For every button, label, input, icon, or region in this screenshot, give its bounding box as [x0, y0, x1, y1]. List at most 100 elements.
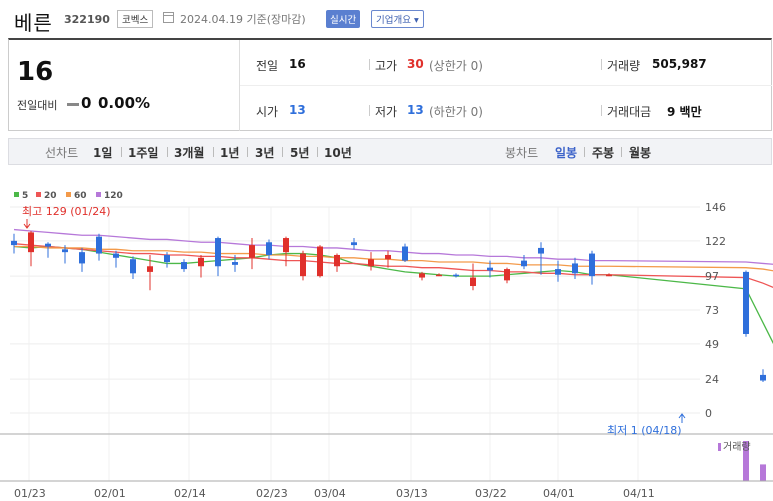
legend-swatch-60	[66, 192, 71, 197]
lower-limit-count: (하한가 0)	[429, 105, 483, 119]
candle-body	[606, 274, 612, 277]
separator	[369, 105, 370, 116]
separator	[601, 105, 602, 116]
moving-average-lines	[13, 228, 773, 345]
chart-legend: 5 20 60 120	[14, 191, 123, 201]
separator	[317, 147, 318, 157]
divider	[240, 85, 772, 86]
candle-body	[402, 246, 408, 261]
change-percent: 0.00%	[98, 94, 151, 112]
y-tick-label: 0	[705, 407, 712, 420]
line-chart-label: 선차트	[45, 146, 79, 160]
candle-body	[334, 254, 340, 267]
x-tick-label: 02/14	[174, 487, 206, 500]
candle-body	[181, 262, 187, 270]
flat-change-icon	[67, 103, 79, 106]
x-tick-label: 02/01	[94, 487, 126, 500]
separator	[369, 59, 370, 70]
low-annotation: 최저 1 (04/18)	[607, 424, 682, 437]
period-1d[interactable]: 1일	[93, 146, 113, 160]
legend-swatch-20	[36, 192, 41, 197]
volume-legend-label: 거래량	[723, 441, 751, 453]
candle-body	[28, 232, 34, 253]
volume-value: 505,987	[652, 57, 707, 71]
candle-body	[419, 273, 425, 278]
x-tick-label: 04/11	[623, 487, 655, 500]
volume-bar	[743, 441, 749, 481]
volume-bars	[718, 441, 766, 481]
period-1w[interactable]: 1주일	[128, 146, 159, 160]
candle-body	[79, 252, 85, 264]
candle-body	[436, 274, 442, 277]
open-label: 시가	[256, 105, 279, 119]
title-row: 베른 322190 코벡스 2024.04.19 기준(장마감) 실시간 기업개…	[0, 0, 773, 38]
legend-label-120: 120	[104, 191, 123, 201]
company-overview-dropdown[interactable]: 기업개요 ▾	[371, 10, 424, 28]
low-arrow-head-icon	[678, 413, 686, 419]
y-tick-label: 73	[705, 304, 719, 317]
candle-body	[249, 245, 255, 258]
chart-period-bar: 선차트 1일 1주일 3개월 1년 3년 5년 10년 봉차트 일봉 주봉 월봉	[8, 138, 772, 165]
candle-weekly[interactable]: 주봉	[592, 146, 615, 160]
y-tick-label: 146	[705, 201, 726, 214]
candle-body	[385, 254, 391, 260]
candle-body	[487, 267, 493, 271]
ma-line-60	[14, 245, 773, 272]
as-of-date: 2024.04.19 기준(장마감)	[180, 13, 306, 26]
candles	[11, 219, 766, 423]
candle-body	[760, 374, 766, 381]
separator	[282, 147, 283, 157]
candle-body	[589, 253, 595, 277]
candle-body	[300, 253, 306, 277]
candle-body	[538, 247, 544, 254]
period-1y[interactable]: 1년	[220, 146, 240, 160]
legend-label-5: 5	[22, 191, 28, 201]
prev-close-value: 16	[289, 57, 306, 71]
y-tick-label: 24	[705, 373, 719, 386]
separator	[167, 147, 168, 157]
low-value: 13	[407, 103, 424, 117]
stock-name: 베른	[14, 11, 53, 35]
legend-label-60: 60	[74, 191, 87, 201]
candle-body	[164, 254, 170, 263]
change-value: 0	[81, 94, 92, 112]
chart-grid	[10, 206, 700, 481]
ma-line-120	[13, 228, 773, 265]
period-3y[interactable]: 3년	[255, 146, 275, 160]
period-3m[interactable]: 3개월	[174, 146, 205, 160]
candle-body	[147, 266, 153, 272]
realtime-button[interactable]: 실시간	[326, 10, 361, 28]
high-arrow-head-icon	[23, 223, 31, 229]
candle-daily[interactable]: 일봉	[555, 146, 578, 160]
ma-line-20	[13, 243, 773, 289]
volume-label: 거래량	[607, 59, 641, 73]
x-tick-label: 03/13	[396, 487, 428, 500]
legend-swatch-5	[14, 192, 19, 197]
period-5y[interactable]: 5년	[290, 146, 310, 160]
candle-body	[521, 260, 527, 267]
separator	[247, 147, 248, 157]
candle-body	[113, 253, 119, 258]
candle-body	[62, 249, 68, 253]
high-value: 30	[407, 57, 424, 71]
candle-body	[45, 243, 51, 247]
candle-body	[351, 242, 357, 246]
legend-label-20: 20	[44, 191, 57, 201]
stock-code: 322190	[64, 13, 110, 26]
separator	[584, 147, 585, 157]
candle-body	[504, 269, 510, 281]
amount-label: 거래대금	[607, 105, 652, 119]
y-tick-label: 97	[705, 270, 719, 283]
candle-monthly[interactable]: 월봉	[629, 146, 652, 160]
candle-body	[266, 242, 272, 255]
amount-value: 9 백만	[667, 105, 702, 119]
x-tick-label: 01/23	[14, 487, 46, 500]
calendar-icon	[163, 12, 174, 23]
candle-body	[215, 238, 221, 267]
x-axis: 01/23 02/01 02/14 02/23 03/04 03/13 03/22 04/01…	[0, 433, 773, 500]
period-10y[interactable]: 10년	[324, 146, 352, 160]
quote-summary: 16 전일대비 0 0.00% 전일 16 고가 30 (상한가 0) 거래량 …	[8, 38, 772, 131]
candle-body	[317, 246, 323, 277]
candle-body	[743, 271, 749, 334]
candle-body	[470, 277, 476, 287]
